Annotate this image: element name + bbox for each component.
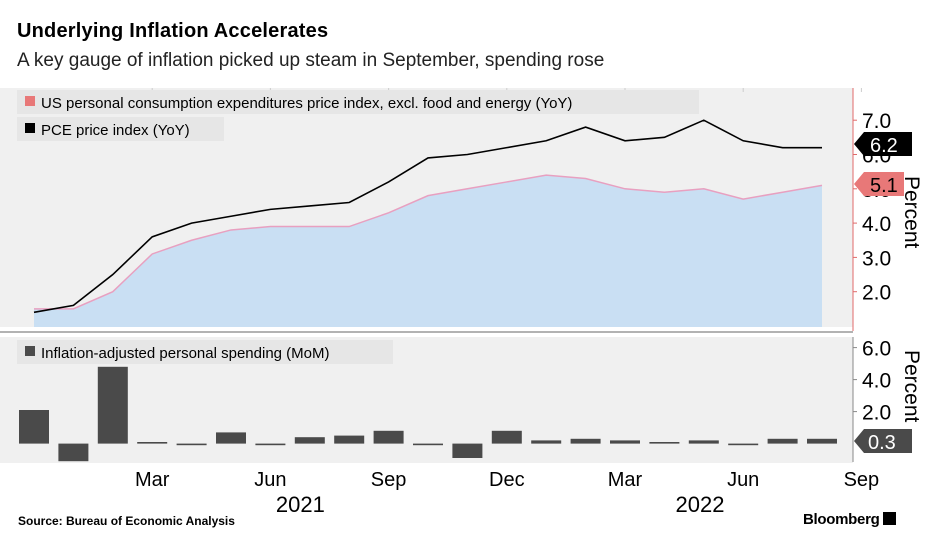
bottom-y-tick-label: 4.0 xyxy=(862,370,891,393)
spending-bar xyxy=(176,443,207,446)
spending-end-value: 0.3 xyxy=(868,432,896,454)
brand-name: Bloomberg xyxy=(803,511,880,528)
spending-bar xyxy=(531,440,562,444)
x-year-label: 2022 xyxy=(676,492,725,517)
core-pce-end-value: 5.1 xyxy=(870,175,898,197)
chart-title: Underlying Inflation Accelerates xyxy=(17,20,329,42)
spending-bar xyxy=(767,438,798,444)
legend-spending-swatch xyxy=(25,346,35,356)
bottom-y-tick-label: 2.0 xyxy=(862,402,891,425)
pce-end-value-flag xyxy=(854,132,912,156)
legend-pce-label: PCE price index (YoY) xyxy=(41,122,190,139)
spending-bar xyxy=(649,442,680,444)
spending-bar xyxy=(255,443,286,446)
legend-core-pce-bg xyxy=(17,90,699,114)
pce-end-value: 6.2 xyxy=(870,135,898,157)
spending-bar xyxy=(294,437,325,444)
spending-bar xyxy=(216,432,246,444)
spending-bar xyxy=(334,435,365,444)
legend-pce-swatch xyxy=(25,123,35,133)
spending-bar xyxy=(688,440,719,444)
top-y-tick-label: 2.0 xyxy=(862,282,891,305)
spending-bar xyxy=(58,443,89,462)
spending-bar xyxy=(570,438,601,444)
top-y-tick-label: 7.0 xyxy=(862,110,891,133)
legend-spending-label: Inflation-adjusted personal spending (Mo… xyxy=(41,345,330,362)
spending-bar xyxy=(452,443,483,458)
spending-end-value-flag xyxy=(854,429,912,453)
brand-mark-icon xyxy=(883,512,897,525)
spending-bar xyxy=(610,440,640,444)
spending-bar xyxy=(807,438,837,444)
legend-pce-bg xyxy=(17,117,224,141)
top-y-tick-label: 4.0 xyxy=(862,213,891,236)
spending-bar xyxy=(728,443,759,446)
x-year-label: 2021 xyxy=(276,492,325,517)
x-tick-label: Sep xyxy=(844,469,880,491)
brand-logo: Bloomberg xyxy=(803,511,897,528)
x-tick-label: Mar xyxy=(608,469,643,491)
spending-bar xyxy=(137,442,168,444)
x-tick-label: Mar xyxy=(135,469,170,491)
x-tick-label: Jun xyxy=(727,469,759,491)
core-pce-end-value-flag xyxy=(854,172,904,196)
x-tick-label: Sep xyxy=(371,469,407,491)
core-pce-area xyxy=(34,175,822,327)
legend-spending-bg xyxy=(17,340,393,364)
legend-core-pce-swatch xyxy=(25,96,35,106)
spending-bar xyxy=(413,443,443,446)
bottom-y-axis-title: Percent xyxy=(900,350,923,423)
source-note: Source: Bureau of Economic Analysis xyxy=(18,514,235,528)
top-y-axis-title: Percent xyxy=(900,176,923,249)
x-tick-label: Dec xyxy=(489,469,525,491)
spending-bar xyxy=(19,410,49,444)
chart-subtitle: A key gauge of inflation picked up steam… xyxy=(17,50,605,71)
x-tick-label: Jun xyxy=(254,469,286,491)
legend-core-pce-label: US personal consumption expenditures pri… xyxy=(41,95,572,112)
pce-headline-line xyxy=(33,119,822,314)
spending-bar xyxy=(373,430,404,444)
core-pce-line xyxy=(34,174,823,310)
top-y-tick-label: 3.0 xyxy=(862,247,891,270)
bottom-y-tick-label: 6.0 xyxy=(862,338,891,361)
spending-bar xyxy=(97,366,128,444)
spending-bar xyxy=(491,430,522,444)
